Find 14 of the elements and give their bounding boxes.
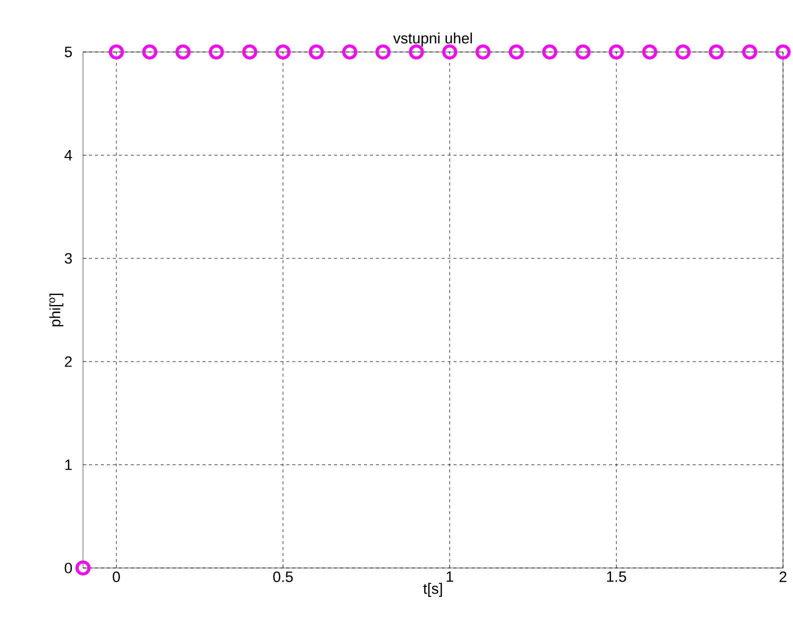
x-tick-label: 0.5 — [273, 572, 293, 582]
x-tick-label: 2 — [780, 572, 786, 582]
y-tick-label: 3 — [64, 253, 72, 264]
y-tick-label: 2 — [64, 356, 72, 367]
y-tick-label: 1 — [65, 460, 72, 470]
x-tick-label: 1.5 — [607, 572, 626, 582]
chart-title: vstupni uhel — [393, 32, 472, 46]
y-tick-label: 4 — [64, 150, 72, 160]
x-axis-title: t[s] — [423, 582, 442, 597]
y-tick-label: 5 — [64, 46, 72, 58]
y-axis-title: phi[$^{o}$] — [49, 294, 64, 326]
x-tick-label: 0 — [112, 572, 120, 582]
x-tick-label: 1 — [446, 572, 454, 582]
y-tick-label: 0 — [64, 562, 72, 574]
